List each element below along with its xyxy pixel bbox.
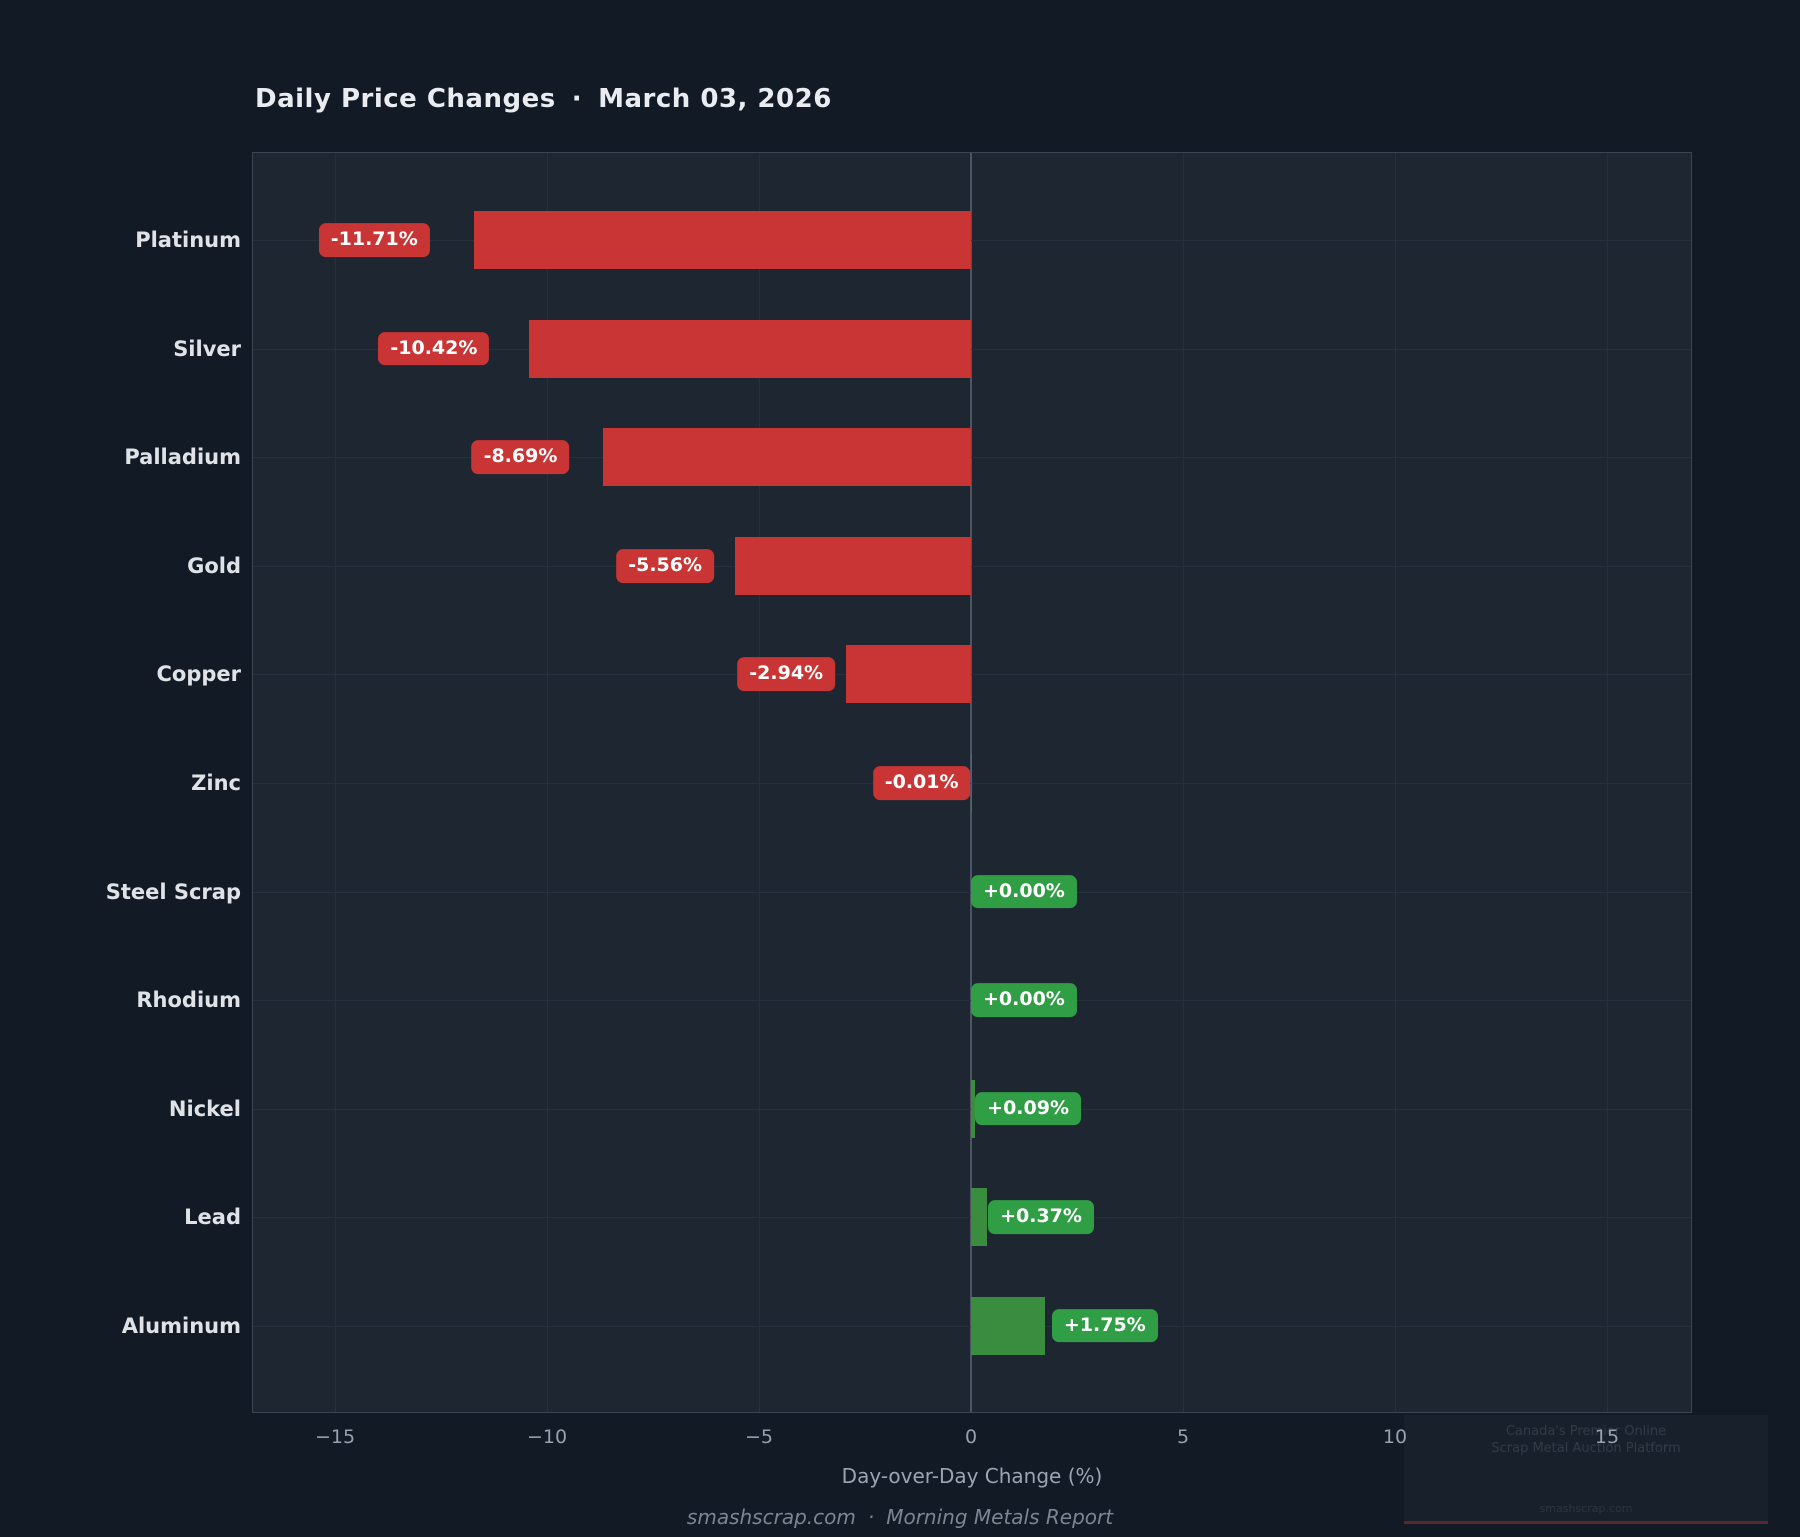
x-gridline [1183, 153, 1184, 1412]
value-badge: -2.94% [737, 657, 836, 692]
x-axis-label: Day-over-Day Change (%) [841, 1464, 1103, 1488]
value-badge: +0.00% [971, 983, 1077, 1017]
value-badge: -11.71% [318, 223, 430, 258]
value-badge: -8.69% [471, 440, 570, 475]
y-gridline [253, 348, 1691, 350]
chart-title-text: Daily Price Changes [255, 84, 556, 114]
bar [474, 211, 971, 270]
x-tick-label: 15 [1594, 1426, 1620, 1448]
footer: smashscrap.com · Morning Metals Report [0, 1505, 1800, 1529]
category-label: Aluminum [121, 1313, 241, 1338]
plot-area: Platinum -11.71% Silver -10.42% Palladiu… [106, 152, 1692, 1488]
category-label: Gold [187, 553, 241, 578]
watermark: Canada's Premier Online Scrap Metal Auct… [1404, 1415, 1768, 1524]
value-badge: +0.09% [975, 1091, 1081, 1126]
x-tick-label: −5 [744, 1426, 774, 1448]
bar-row: Nickel +0.09% [169, 1054, 1691, 1163]
value-badge: -0.01% [872, 766, 971, 800]
bar-row: Copper -2.94% [156, 620, 1691, 729]
chart-title: Daily Price Changes · March 03, 2026 [255, 84, 832, 114]
value-badge: -10.42% [378, 331, 490, 366]
category-label: Palladium [124, 445, 241, 470]
x-tick-label: −10 [526, 1426, 568, 1448]
bar-rows: Platinum -11.71% Silver -10.42% Palladiu… [106, 186, 1691, 1380]
x-tick-label: 5 [1176, 1426, 1190, 1448]
x-tick-label: −15 [314, 1426, 356, 1448]
footer-source: smashscrap.com [686, 1505, 856, 1529]
bar-row: Lead +0.37% [184, 1163, 1691, 1272]
bar-row: Rhodium +0.00% [136, 946, 1691, 1055]
watermark-line3: smashscrap.com [1539, 1502, 1633, 1515]
bar-row: Gold -5.56% [187, 512, 1691, 621]
y-gridline [253, 457, 1691, 459]
bar-row: Silver -10.42% [173, 295, 1691, 404]
x-tick-label: 0 [964, 1426, 978, 1448]
watermark-line2: Scrap Metal Auction Platform [1491, 1441, 1681, 1456]
x-gridline [335, 153, 336, 1412]
y-gridline [253, 565, 1691, 567]
category-label: Copper [156, 662, 241, 687]
bar-row: Aluminum +1.75% [122, 1271, 1691, 1380]
bar [971, 1296, 1046, 1355]
x-gridline [1395, 153, 1396, 1412]
category-label: Zinc [191, 771, 241, 795]
chart-title-date: March 03, 2026 [598, 84, 832, 114]
value-badge: -5.56% [616, 549, 715, 583]
grid-layer [253, 153, 1691, 1412]
category-label: Silver [173, 336, 241, 361]
bar [971, 1079, 975, 1138]
bar [529, 319, 971, 378]
bar [735, 536, 971, 595]
y-gridline [253, 783, 1691, 784]
value-badge: +0.37% [988, 1200, 1094, 1235]
bar [846, 645, 971, 704]
x-tick-label: 10 [1382, 1426, 1408, 1448]
category-label: Nickel [168, 1096, 241, 1121]
footer-separator: · [867, 1505, 875, 1529]
bar-row: Platinum -11.71% [135, 186, 1691, 295]
value-badge: +0.00% [971, 874, 1077, 909]
category-label: Rhodium [136, 988, 241, 1013]
title-separator: · [571, 84, 583, 114]
category-label: Platinum [135, 228, 241, 253]
x-gridline [759, 153, 760, 1412]
x-gridline [1607, 153, 1608, 1412]
x-gridline [547, 153, 548, 1412]
footer-report: Morning Metals Report [886, 1505, 1114, 1529]
bar-row: Zinc -0.01% [191, 729, 1691, 838]
watermark-line1: Canada's Premier Online [1505, 1424, 1667, 1439]
category-label: Lead [184, 1205, 241, 1230]
bar-row: Steel Scrap +0.00% [106, 837, 1691, 946]
bar [602, 428, 971, 487]
bar-row: Palladium -8.69% [124, 403, 1691, 512]
value-badge: +1.75% [1051, 1308, 1158, 1343]
category-label: Steel Scrap [105, 879, 241, 904]
bar [971, 1188, 987, 1247]
zero-line [970, 153, 972, 1412]
y-gridline [253, 240, 1691, 242]
y-gridline [253, 674, 1691, 676]
